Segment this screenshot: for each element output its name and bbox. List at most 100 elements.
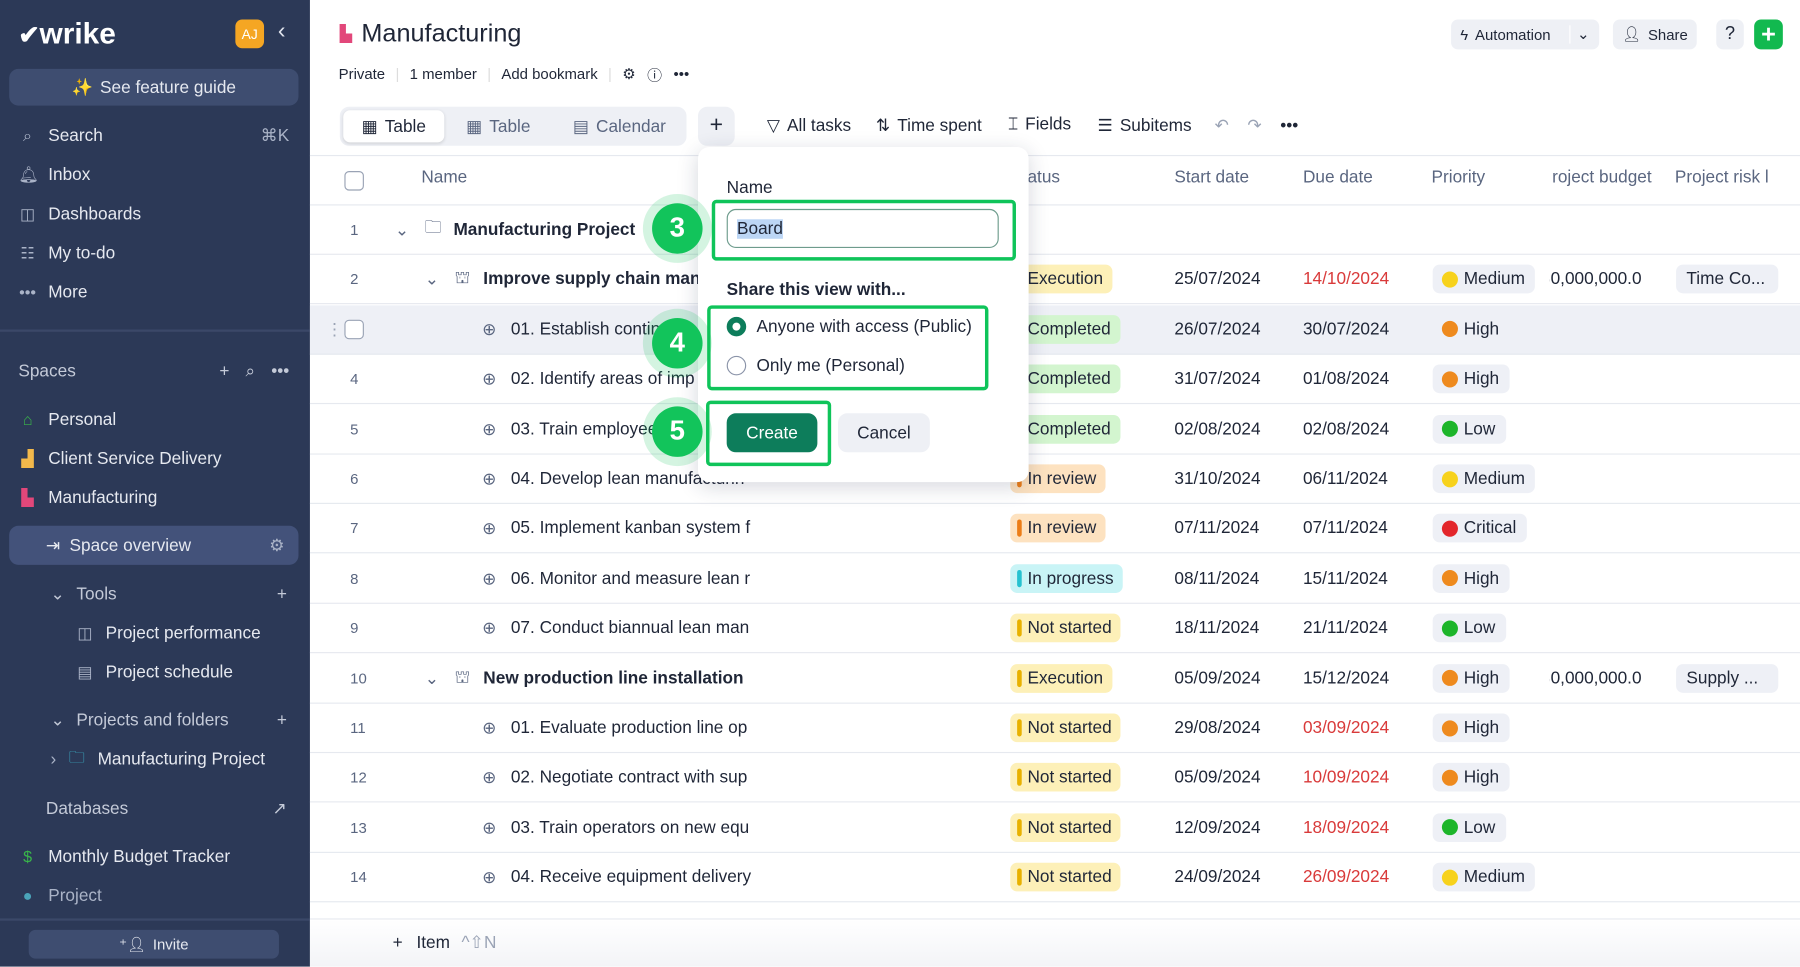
status-badge[interactable]: Not started xyxy=(1010,613,1121,643)
table-row[interactable]: 13 ⊕ 03. Train operators on new equ Not sta… xyxy=(309,803,1800,853)
space-client-service-delivery[interactable]: ▟ Client Service Delivery xyxy=(18,444,221,472)
priority-badge[interactable]: Low xyxy=(1432,813,1506,842)
chevron-down-icon[interactable]: ⌄ xyxy=(394,220,410,240)
column-project-budget[interactable]: roject budget xyxy=(1552,167,1652,188)
sidebar-item-my-todo[interactable]: ☷ My to-do xyxy=(20,242,116,263)
create-new-button[interactable]: + xyxy=(1754,19,1783,50)
due-date[interactable]: 01/08/2024 xyxy=(1302,369,1390,389)
table-row[interactable]: 8 ⊕ 06. Monitor and measure lean r In progr… xyxy=(309,554,1800,604)
column-status[interactable]: atus xyxy=(1027,167,1061,188)
tools-section[interactable]: ⌄ Tools + xyxy=(50,583,287,604)
priority-badge[interactable]: High xyxy=(1432,364,1510,394)
due-date[interactable]: 03/09/2024 xyxy=(1302,718,1390,738)
sidebar-item-more[interactable]: ••• More xyxy=(19,281,88,302)
due-date[interactable]: 18/09/2024 xyxy=(1302,817,1390,838)
start-date[interactable]: 29/08/2024 xyxy=(1174,718,1261,738)
item-name[interactable]: 02. Negotiate contract with sup xyxy=(510,767,748,788)
start-date[interactable]: 26/07/2024 xyxy=(1174,319,1261,340)
add-bookmark-link[interactable]: Add bookmark xyxy=(501,65,598,83)
item-name[interactable]: 01. Establish contin xyxy=(510,319,661,340)
space-manufacturing[interactable]: ▙ Manufacturing xyxy=(18,483,157,511)
column-priority[interactable]: Priority xyxy=(1431,167,1486,188)
view-name-input[interactable]: Board xyxy=(726,208,999,248)
sidebar-item-space-overview[interactable]: ⇥ Space overview ⚙ xyxy=(9,525,299,565)
tool-project-schedule[interactable]: ▤ Project schedule xyxy=(77,661,233,682)
settings-icon[interactable]: ⚙ xyxy=(269,536,285,556)
space-personal[interactable]: ⌂ Personal xyxy=(18,405,116,433)
table-row[interactable]: 10 ⌄ ⛫ New production line installation Exec… xyxy=(309,654,1800,704)
tab-table-active[interactable]: ▦ Table xyxy=(343,110,445,143)
chevron-down-icon[interactable]: ⌄ xyxy=(1568,25,1589,44)
priority-badge[interactable]: Critical xyxy=(1432,514,1527,543)
undo-icon[interactable]: ↶ xyxy=(1214,115,1230,136)
more-icon[interactable]: ••• xyxy=(673,65,690,83)
more-icon[interactable]: ••• xyxy=(1280,115,1299,135)
invite-button[interactable]: ⁺👤︎ Invite xyxy=(28,929,279,959)
space-project[interactable]: ● Project xyxy=(18,882,102,910)
status-badge[interactable]: Not started xyxy=(1010,813,1121,842)
due-date[interactable]: 02/08/2024 xyxy=(1302,419,1390,439)
create-button[interactable]: Create xyxy=(726,413,818,453)
item-name[interactable]: 04. Receive equipment delivery xyxy=(510,867,752,888)
start-date[interactable]: 18/11/2024 xyxy=(1174,618,1260,638)
sidebar-item-dashboards[interactable]: ◫ Dashboards xyxy=(19,203,142,224)
fields-button[interactable]: ⌶ Fields xyxy=(1007,114,1072,135)
priority-badge[interactable]: High xyxy=(1432,314,1510,344)
tab-calendar[interactable]: ▤ Calendar xyxy=(572,116,666,137)
start-date[interactable]: 31/10/2024 xyxy=(1174,468,1261,489)
table-row[interactable]: 1 ⌄ 🗀 Manufacturing Project xyxy=(309,205,1800,255)
tool-project-performance[interactable]: ◫ Project performance xyxy=(77,622,261,643)
table-row[interactable]: 4 ⊕ 02. Identify areas of imp Completed 31/0… xyxy=(309,355,1800,405)
due-date[interactable]: 15/11/2024 xyxy=(1302,568,1388,589)
item-name[interactable]: New production line installation xyxy=(483,668,744,688)
chevron-down-icon[interactable]: ⌄ xyxy=(424,668,440,689)
status-badge[interactable]: Execution xyxy=(1010,663,1113,693)
table-row[interactable]: 2 ⌄ ⛫ Improve supply chain mana Execution 25/… xyxy=(309,255,1800,305)
chevron-down-icon[interactable]: ⌄ xyxy=(424,270,440,290)
table-row[interactable]: 7 ⊕ 05. Implement kanban system f In review… xyxy=(309,504,1800,554)
add-tool-icon[interactable]: + xyxy=(276,583,287,604)
item-name[interactable]: 03. Train operators on new equ xyxy=(510,817,750,838)
project-risk[interactable]: Supply ... xyxy=(1676,663,1779,693)
tab-table[interactable]: ▦ Table xyxy=(466,116,531,137)
settings-icon[interactable]: ⚙ xyxy=(622,64,636,83)
due-date[interactable]: 06/11/2024 xyxy=(1302,468,1388,489)
item-name[interactable]: 04. Develop lean manufacturin xyxy=(510,468,745,489)
search-spaces-icon[interactable]: ⌕ xyxy=(245,361,256,381)
table-row[interactable]: 6 ⊕ 04. Develop lean manufacturin In review… xyxy=(309,455,1800,504)
item-name[interactable]: 07. Conduct biannual lean man xyxy=(510,618,750,638)
due-date[interactable]: 26/09/2024 xyxy=(1302,867,1390,888)
all-tasks-filter[interactable]: ▽ All tasks xyxy=(766,115,852,136)
table-row[interactable]: 12 ⊕ 02. Negotiate contract with sup Not st… xyxy=(309,754,1800,803)
column-start-date[interactable]: Start date xyxy=(1174,167,1250,188)
due-date[interactable]: 30/07/2024 xyxy=(1302,319,1390,340)
projects-folders-section[interactable]: ⌄ Projects and folders + xyxy=(50,710,287,731)
due-date[interactable]: 21/11/2024 xyxy=(1302,618,1388,638)
table-row[interactable]: 14 ⊕ 04. Receive equipment delivery Not sta… xyxy=(309,853,1800,903)
wrike-logo[interactable]: ✔wrike xyxy=(18,16,116,51)
start-date[interactable]: 02/08/2024 xyxy=(1174,419,1261,439)
avatar[interactable]: AJ xyxy=(235,19,265,49)
radio-public[interactable]: Anyone with access (Public) xyxy=(726,316,972,337)
column-name[interactable]: Name xyxy=(421,167,468,188)
priority-badge[interactable]: Medium xyxy=(1432,265,1536,294)
help-button[interactable]: ? xyxy=(1716,19,1744,50)
due-date[interactable]: 07/11/2024 xyxy=(1302,518,1388,539)
folder-manufacturing-project[interactable]: › 🗀 Manufacturing Project xyxy=(51,745,266,773)
select-all-checkbox[interactable] xyxy=(344,171,364,191)
priority-badge[interactable]: High xyxy=(1432,763,1510,792)
sort-time-spent[interactable]: ⇅ Time spent xyxy=(875,115,982,136)
status-badge[interactable]: In review xyxy=(1010,514,1106,543)
start-date[interactable]: 24/09/2024 xyxy=(1174,867,1261,888)
radio-personal[interactable]: Only me (Personal) xyxy=(726,355,905,376)
priority-badge[interactable]: Low xyxy=(1432,414,1506,444)
table-row[interactable]: 9 ⊕ 07. Conduct biannual lean man Not start… xyxy=(309,604,1800,654)
add-view-button[interactable]: + xyxy=(697,106,735,146)
table-row[interactable]: 5 ⊕ 03. Train employee Completed 02/08/2024 0… xyxy=(309,405,1800,455)
privacy-label[interactable]: Private xyxy=(338,65,386,83)
add-space-icon[interactable]: + xyxy=(219,361,230,381)
status-badge[interactable]: In progress xyxy=(1010,564,1123,593)
add-project-icon[interactable]: + xyxy=(276,710,287,730)
sidebar-item-inbox[interactable]: 🔔︎ Inbox xyxy=(18,164,91,185)
table-row[interactable]: 11 ⊕ 01. Evaluate production line op Not st… xyxy=(309,704,1800,754)
